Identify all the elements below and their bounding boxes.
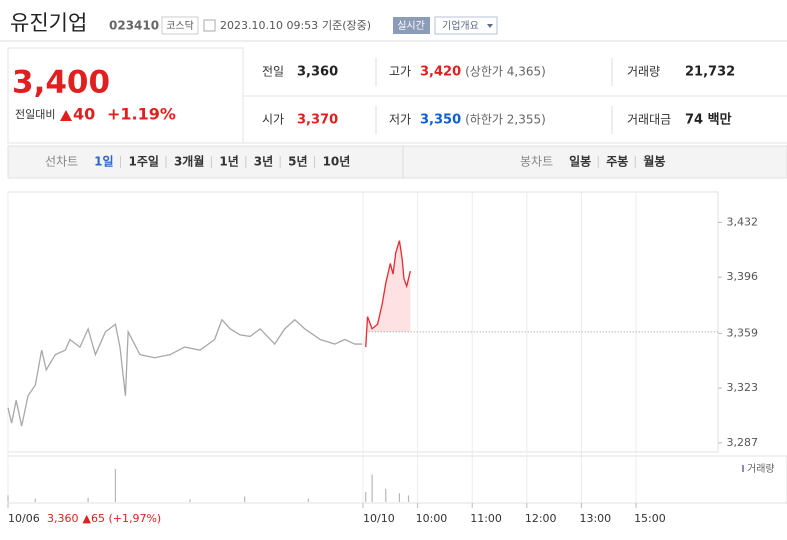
info-value: 21,732 bbox=[685, 65, 735, 80]
info-value: 3,350 bbox=[420, 113, 461, 128]
x-tick-label: 10:00 bbox=[416, 512, 448, 525]
price-area bbox=[365, 240, 411, 348]
info-label: 전일 bbox=[262, 65, 284, 79]
y-tick-label: 3,287 bbox=[727, 436, 759, 449]
y-tick-label: 3,323 bbox=[727, 381, 759, 394]
change: 40 bbox=[73, 105, 95, 124]
overview-button[interactable] bbox=[434, 16, 498, 35]
dropdown-arrow bbox=[487, 24, 493, 28]
volume-label: 거래량 bbox=[747, 463, 775, 475]
y-tick-label: 3,396 bbox=[727, 270, 759, 283]
stock-name: 유진기업 bbox=[10, 11, 87, 35]
tab-bar bbox=[7, 145, 787, 179]
stock-code: 023410 bbox=[109, 19, 159, 33]
tab[interactable]: 3년 bbox=[254, 155, 273, 169]
tab[interactable]: 1년 bbox=[219, 155, 238, 169]
tab-group-label: 봉차트 bbox=[520, 155, 553, 169]
x-tick-label: 10/10 bbox=[363, 512, 395, 525]
info-value: 3,420 bbox=[420, 65, 461, 80]
info-value: 3,370 bbox=[297, 113, 338, 128]
market: 코스닥 bbox=[166, 20, 194, 32]
info-label: 시가 bbox=[262, 113, 284, 127]
overview-label[interactable]: 기업개요 bbox=[442, 19, 479, 32]
x-tick-label: 15:00 bbox=[634, 512, 666, 525]
datetime: 2023.10.10 09:53 bbox=[220, 19, 318, 32]
prev-change: ▲65 (+1,97%) bbox=[83, 512, 162, 525]
x-tick-label: 11:00 bbox=[470, 512, 502, 525]
price-line bbox=[7, 318, 363, 427]
change-label: 전일대비 bbox=[15, 107, 55, 121]
tab[interactable]: 주봉 bbox=[606, 155, 628, 169]
tab[interactable]: 3개월 bbox=[174, 154, 204, 169]
tabs: 선차트 1일 1주일 3개월 1년 3년 5년 10년 봉차트 일봉 주봉 월봉 bbox=[45, 154, 665, 169]
current-price: 3,400 bbox=[12, 65, 110, 101]
price-line bbox=[365, 240, 411, 348]
realtime-label[interactable]: 실시간 bbox=[397, 20, 425, 32]
chart: 10/06 10/10 10:00 11:00 12:00 13:00 15:00 3,287… bbox=[7, 192, 759, 525]
x-tick-label: 12:00 bbox=[525, 512, 557, 525]
info-value: 3,360 bbox=[297, 65, 338, 80]
realtime-button[interactable] bbox=[393, 17, 430, 34]
y-tick-label: 3,432 bbox=[727, 215, 759, 228]
tab-group-label: 선차트 bbox=[45, 155, 78, 169]
info-label: 거래대금 bbox=[627, 113, 671, 127]
tab[interactable]: 1주일 bbox=[129, 155, 159, 169]
info-sub: (하한가 2,355) bbox=[465, 113, 546, 127]
tab[interactable]: 10년 bbox=[323, 155, 351, 169]
info-label: 고가 bbox=[389, 65, 411, 79]
info-label: 저가 bbox=[389, 113, 411, 127]
x-tick-label: 10/06 bbox=[8, 512, 40, 525]
y-tick-label: 3,359 bbox=[727, 326, 759, 339]
volume-legend-mark bbox=[742, 465, 744, 472]
price-box bbox=[7, 47, 244, 144]
x-tick-label: 13:00 bbox=[579, 512, 611, 525]
info-sub: (상한가 4,365) bbox=[465, 65, 546, 79]
up-arrow bbox=[60, 110, 72, 121]
tab[interactable]: 1일 bbox=[94, 155, 113, 169]
info-label: 거래량 bbox=[627, 65, 660, 79]
tab[interactable]: 월봉 bbox=[643, 154, 665, 169]
basis: 기준(장중) bbox=[322, 19, 371, 32]
tab[interactable]: 5년 bbox=[288, 155, 307, 169]
tab[interactable]: 일봉 bbox=[569, 155, 591, 169]
market-badge bbox=[161, 16, 199, 35]
prev-close: 3,360 bbox=[47, 512, 79, 525]
change-rate: +1.19% bbox=[107, 105, 176, 124]
volume-frame bbox=[7, 455, 787, 504]
calendar-icon bbox=[203, 19, 216, 32]
info-value: 74 백만 bbox=[685, 112, 732, 128]
